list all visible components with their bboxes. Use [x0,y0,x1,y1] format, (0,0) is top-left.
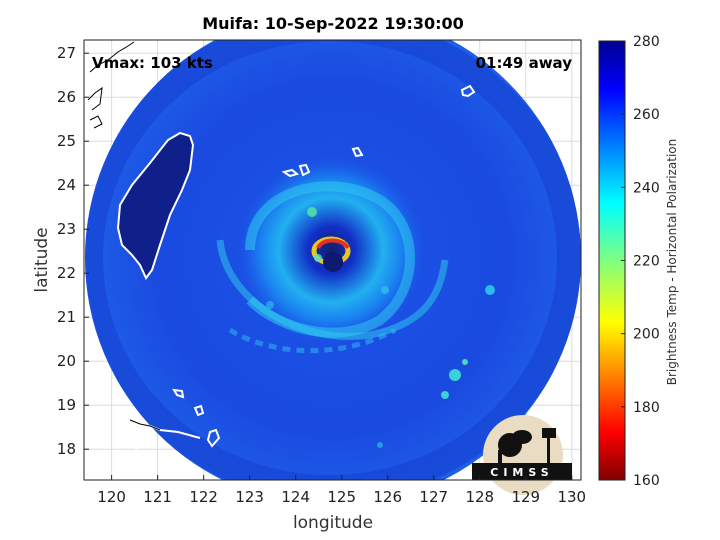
x-tick-label: 121 [143,488,172,506]
x-tick-label: 125 [327,488,356,506]
colorbar [598,40,626,481]
y-tick-label: 27 [57,44,76,62]
y-tick-label: 20 [57,352,76,370]
x-tick-label: 129 [511,488,540,506]
axes-frame [83,39,582,481]
x-axis-label: longitude [293,513,373,533]
x-tick-label: 128 [465,488,494,506]
y-tick-label: 25 [57,132,76,150]
x-tick-label: 130 [557,488,586,506]
y-tick-label: 26 [57,88,76,106]
colorbar-ticks: 280 260 240 220 200 180 160 [621,34,660,489]
colorbar-tick-label: 200 [633,327,660,343]
eye [323,252,343,272]
colorbar-tick-label: 240 [633,180,660,196]
y-axis-label: latitude [32,227,52,292]
colorbar-tick-label: 260 [633,107,660,123]
x-axis: 120 121 122 123 124 125 126 127 128 129 130 [97,475,586,506]
y-tick-label: 23 [57,220,76,238]
coastlines [116,84,476,479]
cimss-logo: CIMSS [472,415,572,495]
colorbar-tick-label: 180 [633,400,660,416]
x-tick-label: 124 [281,488,310,506]
chart-title: Muifa: 10-Sep-2022 19:30:00 [202,14,464,33]
landmass-taiwan [118,133,193,278]
colorbar-tick-label: 160 [633,473,660,489]
colorbar-label: Brightness Temp - Horizontal Polarizatio… [665,139,679,386]
x-tick-label: 122 [189,488,218,506]
y-axis: 18 19 20 21 22 23 24 25 26 27 [57,44,89,458]
x-tick-label: 120 [97,488,126,506]
vmax-annotation: Vmax: 103 kts [92,54,213,72]
colorbar-tick-label: 280 [633,34,660,50]
x-tick-label: 123 [235,488,264,506]
coastlines-outline [87,41,161,431]
y-tick-label: 19 [57,396,76,414]
y-tick-label: 22 [57,264,76,282]
brightness-swath [85,40,581,480]
y-tick-label: 24 [57,176,76,194]
colorbar-tick-label: 220 [633,254,660,270]
x-tick-label: 126 [373,488,402,506]
x-tick-label: 127 [419,488,448,506]
y-tick-label: 18 [57,440,76,458]
y-tick-label: 21 [57,308,76,326]
logo-text: CIMSS [490,466,553,479]
rainband-outer [216,239,449,340]
timing-annotation: 01:49 away [476,54,573,72]
